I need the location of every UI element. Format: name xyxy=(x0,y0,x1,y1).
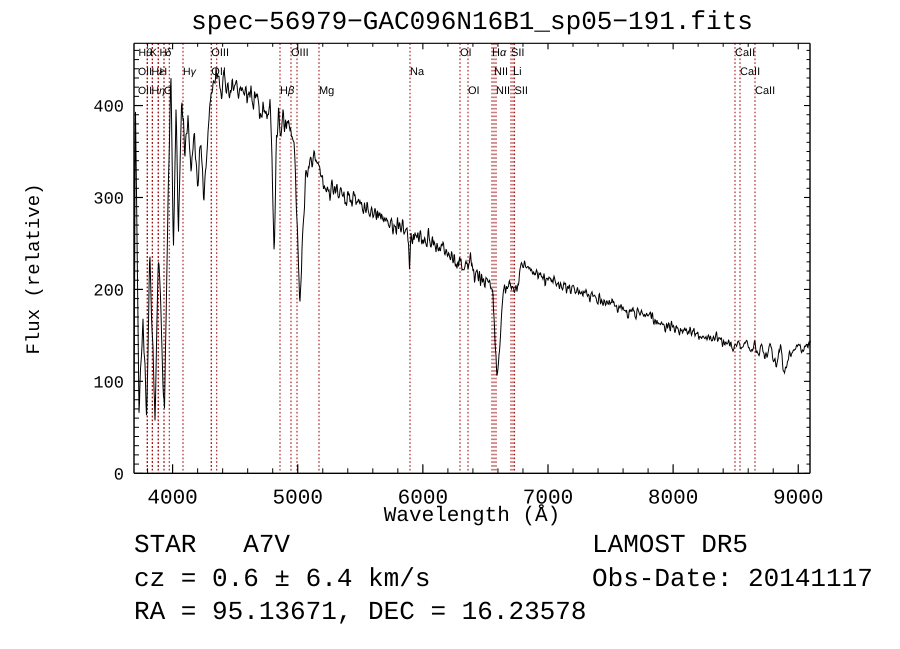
svg-text:δ: δ xyxy=(166,47,172,59)
svg-text:100: 100 xyxy=(93,374,124,393)
svg-text:OII: OII xyxy=(211,66,226,78)
svg-text:OII: OII xyxy=(138,66,152,78)
svg-text:300: 300 xyxy=(93,190,124,209)
svg-text:NII: NII xyxy=(494,66,508,78)
svg-text:CaII: CaII xyxy=(755,85,775,97)
svg-text:H: H xyxy=(160,66,168,78)
svg-text:Mg: Mg xyxy=(319,85,334,97)
svg-text:OIII: OIII xyxy=(211,47,229,59)
svg-text:Hβ: Hβ xyxy=(280,85,295,97)
svg-text:0: 0 xyxy=(114,466,124,485)
svg-text:OI: OI xyxy=(468,85,480,97)
svg-text:6000: 6000 xyxy=(398,487,448,510)
svg-text:Li: Li xyxy=(513,66,522,78)
svg-text:OII: OII xyxy=(138,85,152,97)
svg-text:7000: 7000 xyxy=(523,487,573,510)
svg-text:NII: NII xyxy=(496,85,510,97)
svg-text:SII: SII xyxy=(515,85,528,97)
svg-text:OIII: OIII xyxy=(291,47,309,59)
svg-text:Hα: Hα xyxy=(492,47,507,59)
svg-text:K: K xyxy=(150,47,157,59)
svg-text:Na: Na xyxy=(410,66,425,78)
svg-text:8000: 8000 xyxy=(648,487,698,510)
svg-text:9000: 9000 xyxy=(773,487,823,510)
svg-text:SII: SII xyxy=(511,47,524,59)
svg-text:OI: OI xyxy=(460,47,472,59)
svg-text:5000: 5000 xyxy=(273,487,323,510)
svg-text:Hγ: Hγ xyxy=(183,66,197,78)
svg-text:CaII: CaII xyxy=(735,47,755,59)
svg-text:200: 200 xyxy=(93,282,124,301)
svg-text:CaII: CaII xyxy=(740,66,760,78)
svg-text:G: G xyxy=(164,85,172,97)
svg-text:4000: 4000 xyxy=(147,487,197,510)
svg-text:400: 400 xyxy=(93,99,124,118)
